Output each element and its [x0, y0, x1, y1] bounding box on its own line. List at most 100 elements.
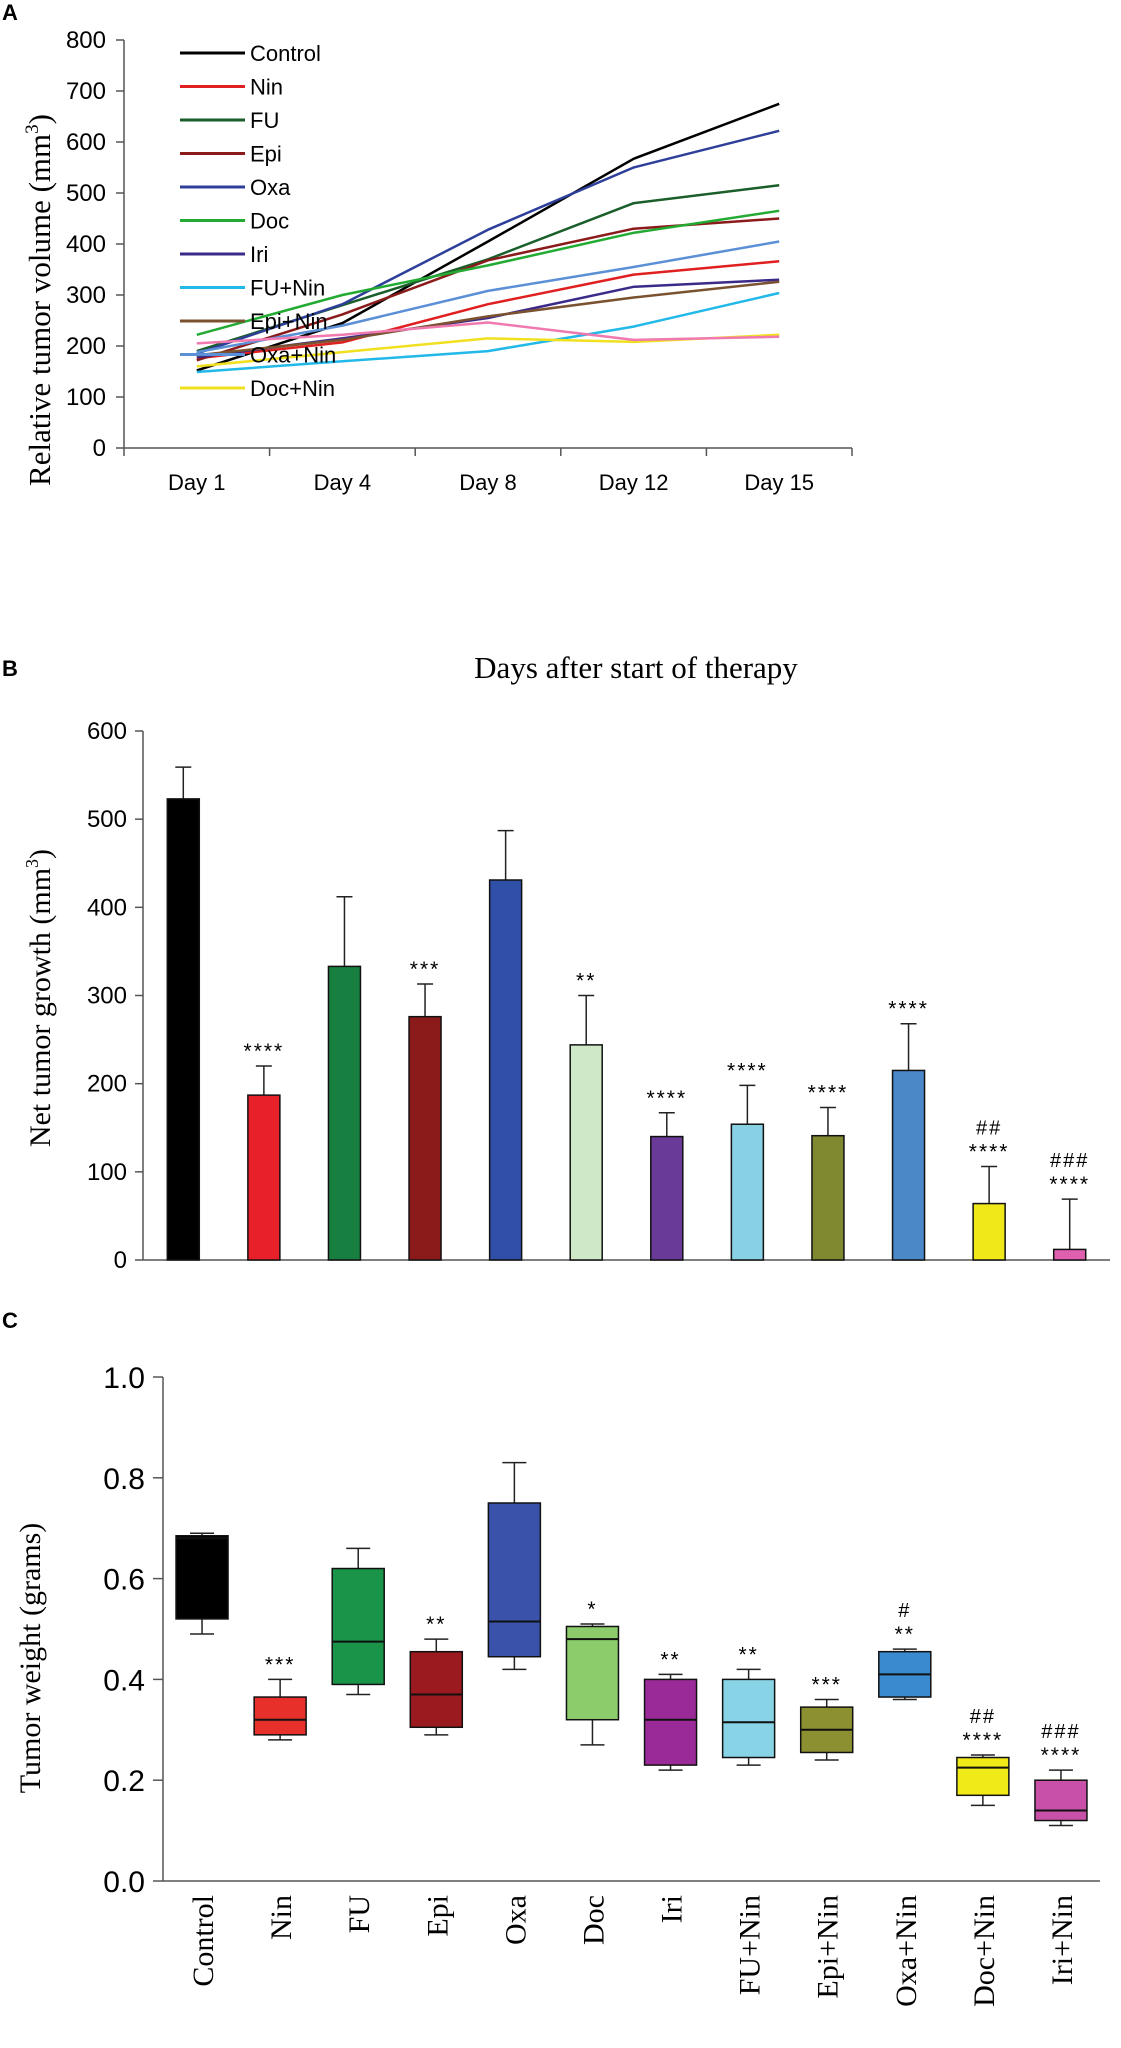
chart-c-x-tick-label: Doc	[577, 1895, 610, 1945]
chart-a-y-tick-label: 200	[66, 333, 106, 360]
box-epi	[409, 1650, 464, 1729]
box-doc-plus-nin	[956, 1756, 1010, 1797]
box-control	[175, 1535, 229, 1620]
bar-fu	[327, 965, 362, 1261]
series-line-oxa	[196, 129, 780, 355]
chart-a-x-tick-label: Day 12	[599, 470, 669, 495]
chart-a-x-ticks: Day 1 Day 4 Day 8 Day 12 Day 15	[123, 448, 853, 495]
series-line-iri-plus-nin	[196, 321, 780, 345]
box-oxa	[487, 1502, 542, 1658]
chart-c-y-tick-label: 0.6	[103, 1564, 145, 1597]
chart-c-x-tick-label: Doc+Nin	[968, 1895, 1001, 2007]
chart-b-y-axis-label: Net tumor growth (mm3)	[22, 849, 57, 1147]
box-nin	[253, 1696, 307, 1736]
chart-b-y-tick-label: 100	[87, 1159, 127, 1186]
significance-label-doc-plus-nin: ****	[969, 1141, 1010, 1164]
legend-label-doc-plus-nin: Doc+Nin	[250, 376, 335, 401]
chart-c-axes	[162, 1377, 1100, 1882]
chart-a-y-tick-label: 500	[66, 180, 106, 207]
bar-control	[166, 798, 201, 1261]
series-line-doc	[196, 209, 780, 337]
chart-c-y-tick-label: 0.0	[103, 1866, 145, 1899]
significance-label-iri: ****	[646, 1087, 687, 1110]
chart-c-x-tick-label: Iri	[656, 1895, 689, 1923]
significance-label-iri: **	[660, 1648, 680, 1671]
significance-label-iri-plus-nin: ****	[1041, 1744, 1082, 1767]
chart-c-x-ticks: Control Nin FU Epi Oxa Doc Iri FU+Nin Epi+Nin Oxa…	[187, 1895, 1079, 2007]
chart-b-y-tick-label: 600	[87, 718, 127, 745]
significance-label-nin: ****	[244, 1040, 285, 1063]
chart-b-y-tick-label: 500	[87, 806, 127, 833]
series-line-oxa-plus-nin	[196, 240, 780, 354]
chart-a-y-tick-label: 100	[66, 384, 106, 411]
chart-c-x-tick-label: Control	[187, 1895, 220, 1987]
chart-c-x-tick-label: FU	[343, 1895, 376, 1934]
significance-label-iri-plus-nin: ****	[1049, 1173, 1090, 1196]
bar-iri-plus-nin	[1052, 1248, 1087, 1261]
chart-a-x-tick-label: Day 15	[744, 470, 814, 495]
significance-label-fu-plus-nin: ****	[727, 1059, 768, 1082]
chart-a-y-tick-label: 700	[66, 78, 106, 105]
chart-c-x-tick-label: Iri+Nin	[1046, 1895, 1079, 1985]
chart-c-x-tick-label: FU+Nin	[734, 1895, 767, 1995]
series-line-fu-plus-nin	[196, 291, 780, 374]
bar-oxa	[488, 879, 523, 1261]
chart-c-x-tick-label: Oxa	[499, 1895, 532, 1945]
chart-a-x-tick-label: Day 8	[459, 470, 516, 495]
significance-label-oxa-plus-nin: ****	[888, 998, 929, 1021]
bar-epi	[408, 1015, 442, 1261]
chart-b-y-tick-label: 0	[114, 1247, 127, 1274]
bar-oxa-plus-nin	[891, 1069, 926, 1261]
panel-label-a: A	[2, 0, 18, 25]
significance-label-doc-plus-nin: ##	[976, 1118, 1002, 1140]
chart-a-x-tick-label: Day 4	[314, 470, 371, 495]
legend-label-doc: Doc	[250, 209, 289, 234]
bar-epi-plus-nin	[811, 1134, 845, 1261]
chart-c-y-tick-label: 0.2	[103, 1765, 145, 1798]
bar-fu-plus-nin	[730, 1123, 765, 1261]
bar-doc-plus-nin	[972, 1202, 1006, 1261]
legend-label-fu-plus-nin: FU+Nin	[250, 276, 325, 301]
chart-a-x-axis-label: Days after start of therapy	[474, 650, 798, 685]
panel-label-b: B	[2, 656, 18, 681]
legend-label-epi: Epi	[250, 142, 282, 167]
chart-c-y-ticks: 0.0 0.2 0.4 0.6 0.8 1.0	[103, 1362, 163, 1899]
chart-a-y-ticks: 0 100 200 300 400 500 600 700 800	[66, 27, 124, 462]
significance-label-iri-plus-nin: ###	[1041, 1721, 1080, 1743]
box-fu	[331, 1567, 385, 1686]
bar-doc	[569, 1044, 603, 1261]
chart-c-x-tick-label: Epi+Nin	[812, 1895, 845, 1999]
chart-a-y-tick-label: 400	[66, 231, 106, 258]
chart-c-x-tick-label: Nin	[265, 1895, 298, 1940]
significance-label-iri-plus-nin: ###	[1050, 1150, 1089, 1172]
chart-b-y-tick-label: 200	[87, 1071, 127, 1098]
significance-label-doc: *	[587, 1598, 597, 1621]
significance-label-oxa-plus-nin: #	[898, 1600, 911, 1622]
chart-b-bars	[166, 766, 1087, 1261]
box-fu-plus-nin	[721, 1678, 776, 1759]
chart-a-x-tick-label: Day 1	[168, 470, 225, 495]
chart-c-x-tick-label: Epi	[421, 1895, 454, 1937]
legend-label-iri: Iri	[250, 242, 268, 267]
series-line-nin	[196, 260, 780, 360]
bar-iri	[650, 1135, 684, 1261]
series-line-epi-plus-nin	[196, 280, 780, 357]
chart-a-y-tick-label: 800	[66, 27, 106, 54]
significance-label-epi-plus-nin: ***	[811, 1674, 842, 1697]
legend-label-oxa: Oxa	[250, 175, 291, 200]
chart-a-series-lines	[196, 102, 780, 374]
chart-b-y-ticks: 0 100 200 300 400 500 600	[87, 718, 143, 1274]
bar-nin	[247, 1094, 281, 1261]
significance-label-doc-plus-nin: ##	[970, 1706, 996, 1728]
significance-label-nin: ***	[265, 1653, 296, 1676]
legend-label-fu: FU	[250, 108, 279, 133]
box-doc	[565, 1625, 620, 1721]
chart-c-y-tick-label: 0.8	[103, 1463, 145, 1496]
box-chart-panel-c: 0.00.20.40.60.81.0 ******** *****#**##***…	[14, 1362, 1100, 2007]
significance-label-doc-plus-nin: ****	[963, 1729, 1004, 1752]
legend-label-epi-plus-nin: Epi+Nin	[250, 309, 328, 334]
chart-b-y-tick-label: 400	[87, 894, 127, 921]
